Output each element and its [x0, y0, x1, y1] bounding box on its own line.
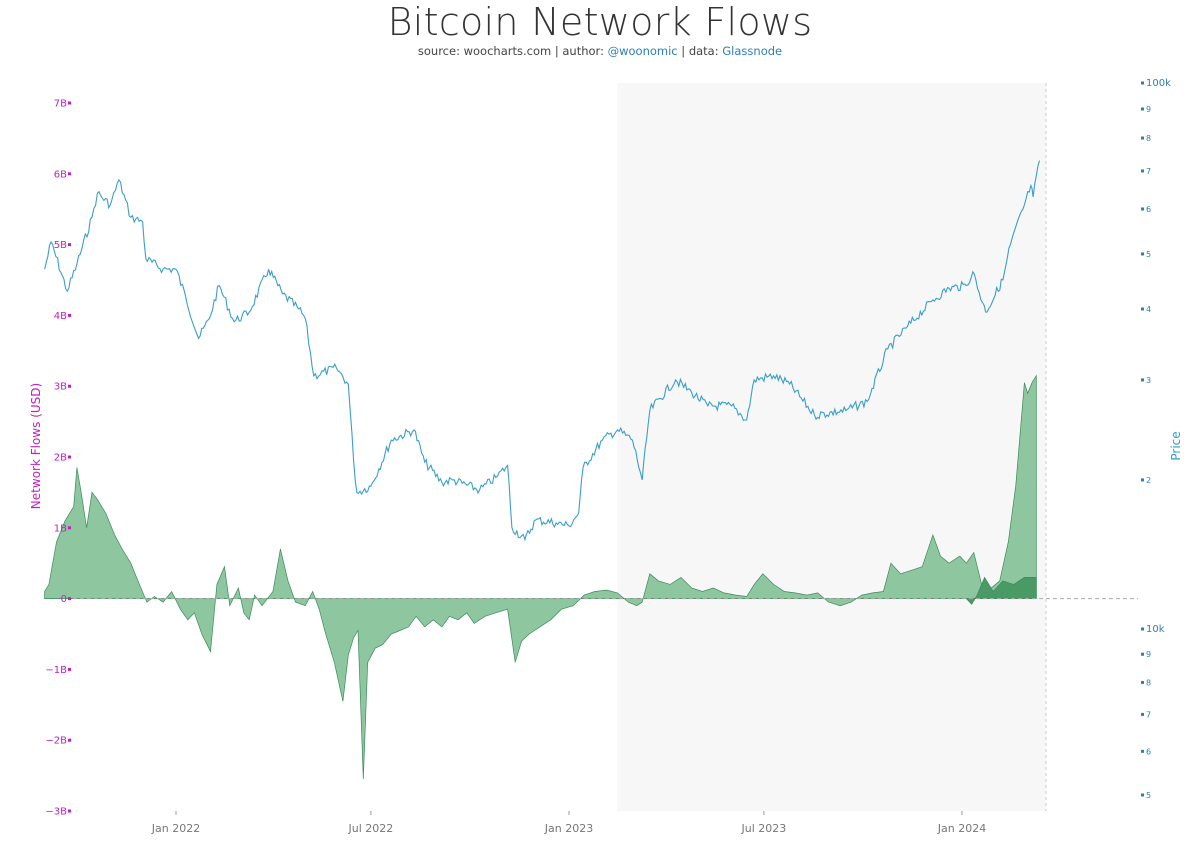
- x-tick-label: Jan 2023: [544, 822, 593, 835]
- left-axis-title: Network Flows (USD): [29, 383, 43, 509]
- left-tick-mark: [68, 526, 71, 530]
- left-tick-mark: [68, 172, 71, 176]
- subtitle-prefix: source: woocharts.com | author:: [417, 44, 608, 58]
- right-tick-label: 5: [1146, 250, 1151, 259]
- data-source-link[interactable]: Glassnode: [722, 44, 783, 58]
- left-tick-mark: [68, 101, 71, 105]
- left-tick-label: 3B: [54, 382, 67, 393]
- left-tick-label: 6B: [54, 169, 67, 180]
- left-tick-mark: [68, 455, 71, 459]
- right-tick-mark: [1141, 712, 1144, 716]
- right-tick-label: 3: [1146, 376, 1151, 385]
- x-tick-label: Jan 2024: [937, 822, 986, 835]
- right-tick-mark: [1141, 627, 1144, 631]
- right-tick-label: 2: [1146, 476, 1151, 485]
- right-tick-mark: [1141, 107, 1144, 111]
- chart-title: Bitcoin Network Flows: [387, 0, 813, 44]
- left-tick-mark: [68, 243, 71, 247]
- left-tick-label: 2B: [54, 453, 67, 464]
- right-tick-mark: [1141, 252, 1144, 256]
- right-tick-label: 4: [1146, 305, 1151, 314]
- network-flows-recent-area: [965, 576, 1037, 605]
- left-tick-mark: [68, 384, 71, 388]
- left-tick-label: 1B: [54, 523, 67, 534]
- right-tick-mark: [1141, 378, 1144, 382]
- subtitle-mid: | data:: [677, 44, 723, 58]
- right-tick-label: 6: [1146, 747, 1151, 756]
- right-tick-mark: [1141, 136, 1144, 140]
- right-tick-mark: [1141, 207, 1144, 211]
- right-tick-mark: [1141, 478, 1144, 482]
- right-tick-mark: [1141, 81, 1144, 85]
- left-tick-label: 4B: [54, 311, 67, 322]
- chart-subtitle: source: woocharts.com | author: @woonomi…: [0, 44, 1200, 58]
- right-tick-mark: [1141, 749, 1144, 753]
- x-tick-label: Jan 2022: [151, 822, 200, 835]
- left-tick-mark: [68, 313, 71, 317]
- left-tick-label: 5B: [54, 240, 67, 251]
- network-flows-area: [44, 374, 1037, 780]
- right-tick-label: 7: [1146, 167, 1151, 176]
- shaded-region: [617, 83, 1046, 811]
- left-tick-mark: [68, 738, 71, 742]
- right-tick-mark: [1141, 652, 1144, 656]
- right-tick-label: 100k: [1146, 78, 1171, 89]
- right-tick-label: 10k: [1146, 624, 1165, 635]
- left-tick-label: −3B: [45, 807, 67, 818]
- right-tick-label: 5: [1146, 791, 1151, 800]
- price-line: [44, 160, 1041, 542]
- right-axis-title: Price: [1169, 431, 1183, 460]
- right-tick-mark: [1141, 169, 1144, 173]
- right-tick-label: 6: [1146, 205, 1151, 214]
- right-tick-label: 9: [1146, 650, 1151, 659]
- author-link[interactable]: @woonomic: [607, 44, 678, 58]
- right-tick-label: 7: [1146, 710, 1151, 719]
- right-tick-mark: [1141, 307, 1144, 311]
- left-tick-mark: [68, 667, 71, 671]
- right-tick-mark: [1141, 680, 1144, 684]
- left-tick-label: 7B: [54, 99, 67, 110]
- left-tick-mark: [68, 597, 71, 601]
- right-tick-label: 8: [1146, 678, 1151, 687]
- right-tick-label: 9: [1146, 105, 1151, 114]
- left-tick-label: −2B: [45, 736, 67, 747]
- right-tick-mark: [1141, 793, 1144, 797]
- x-tick-label: Jul 2022: [348, 822, 394, 835]
- right-tick-label: 8: [1146, 134, 1151, 143]
- left-tick-mark: [68, 809, 71, 813]
- left-tick-label: 0: [61, 594, 67, 605]
- left-tick-label: −1B: [45, 665, 67, 676]
- x-tick-label: Jul 2023: [741, 822, 787, 835]
